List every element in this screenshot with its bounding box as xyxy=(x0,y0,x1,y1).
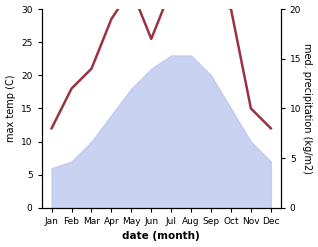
X-axis label: date (month): date (month) xyxy=(122,231,200,242)
Y-axis label: max temp (C): max temp (C) xyxy=(5,75,16,142)
Y-axis label: med. precipitation (kg/m2): med. precipitation (kg/m2) xyxy=(302,43,313,174)
